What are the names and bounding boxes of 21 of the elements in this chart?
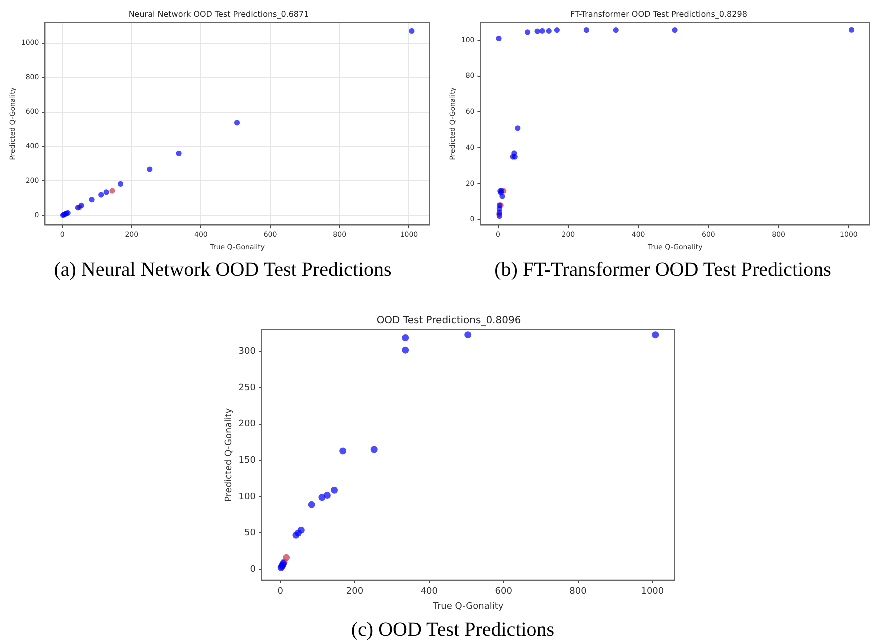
y-tick-label: 200 <box>238 420 256 430</box>
y-tick-label: 100 <box>238 492 256 502</box>
text: (c) OOD Test Predictions <box>350 619 556 642</box>
x-tick-label: 800 <box>570 587 588 598</box>
x-tick-label: 1000 <box>641 587 664 598</box>
text: (b) FT-Transformer OOD Test Predictions <box>494 259 832 282</box>
chart-title: OOD Test Predictions_0.8096 <box>376 316 522 327</box>
y-axis-title: Predicted Q-Gonality <box>224 408 235 502</box>
x-axis-title: True Q-Gonality <box>432 602 504 612</box>
x-tick-label: 0 <box>278 587 284 598</box>
y-tick-label: 250 <box>238 383 256 394</box>
y-tick-label: 0 <box>250 564 256 575</box>
x-tick-label: 400 <box>420 587 438 598</box>
y-tick-label: 300 <box>238 347 256 358</box>
chart-title: FT-Transformer OOD Test Predictions_0.8298 <box>570 10 748 19</box>
y-tick-label: 50 <box>244 528 256 539</box>
y-tick-label: 150 <box>238 456 256 466</box>
x-tick-label: 600 <box>495 587 513 598</box>
chart-title: Neural Network OOD Test Predictions_0.6871 <box>128 10 310 19</box>
text: (a) Neural Network OOD Test Predictions <box>53 259 393 282</box>
x-tick-label: 200 <box>346 587 364 598</box>
